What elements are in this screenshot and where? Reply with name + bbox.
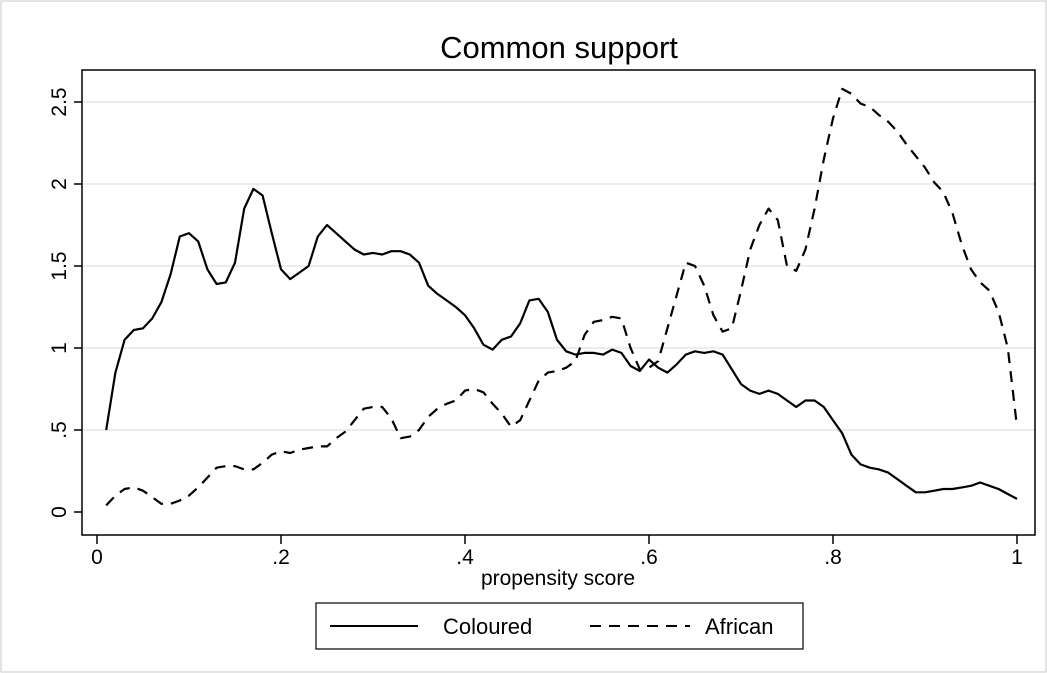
series-line-coloured [105,187,1018,500]
x-tick-label-4: .8 [824,546,842,569]
y-tick-label-2: 1 [48,342,71,354]
y-tick-label-3: 1.5 [48,251,71,280]
plot-area [81,69,1036,536]
y-axis: 0 .5 1 1.5 2 2.5 [48,87,82,518]
y-tick-label-1: .5 [48,421,71,439]
series-layer [105,87,1019,507]
y-tick-label-4: 2 [48,178,71,190]
legend-label-african: African [705,614,773,639]
legend-label-coloured: Coloured [443,614,532,639]
legend: Coloured African [315,602,804,650]
series-line-african [105,87,1019,507]
x-tick-label-3: .6 [640,546,658,569]
x-axis: 0 .2 .4 .6 .8 1 [91,535,1023,569]
x-axis-label: propensity score [481,567,635,590]
plot-frame [81,69,1036,536]
x-tick-label-5: 1 [1011,546,1023,569]
y-tick-label-0: 0 [48,506,71,518]
chart-title: Common support [440,30,678,65]
gridlines [83,101,1034,431]
y-tick-label-5: 2.5 [48,87,71,116]
x-tick-label-1: .2 [272,546,290,569]
x-tick-label-2: .4 [456,546,474,569]
x-tick-label-0: 0 [91,546,103,569]
